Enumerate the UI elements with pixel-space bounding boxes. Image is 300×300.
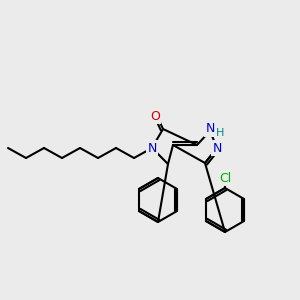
Text: N: N <box>205 122 215 136</box>
Text: N: N <box>212 142 222 154</box>
Text: N: N <box>147 142 157 154</box>
Text: O: O <box>150 110 160 122</box>
Text: H: H <box>216 128 224 138</box>
Text: Cl: Cl <box>219 172 231 184</box>
